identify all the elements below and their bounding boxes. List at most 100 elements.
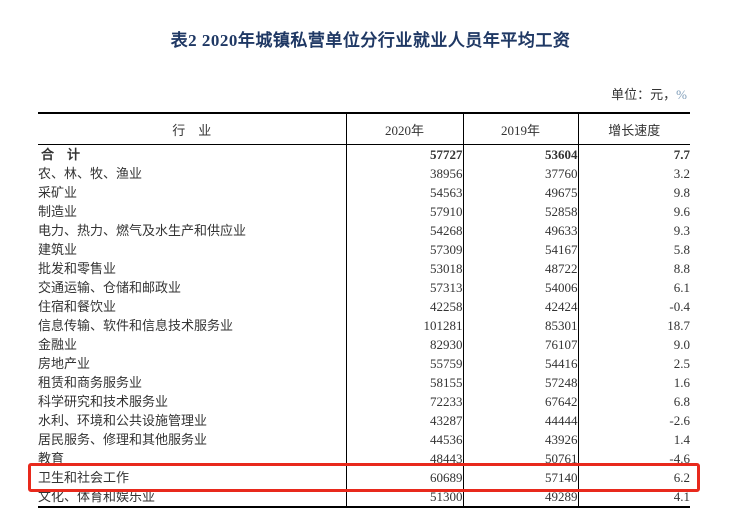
value-2020-cell: 57309	[345, 240, 463, 259]
growth-cell: 9.6	[577, 202, 690, 221]
column-header-2020: 2020年	[345, 113, 463, 145]
growth-cell: 6.2	[577, 468, 690, 487]
growth-cell: -0.4	[577, 297, 690, 316]
growth-cell: 3.2	[577, 164, 690, 183]
growth-cell: 6.1	[577, 278, 690, 297]
value-2019-cell: 42424	[462, 297, 578, 316]
industry-cell: 住宿和餐饮业	[38, 299, 117, 314]
value-2019-cell: 49675	[462, 183, 578, 202]
value-2019-cell: 52858	[462, 202, 578, 221]
growth-cell: 4.1	[577, 487, 690, 507]
value-2020-cell: 72233	[345, 392, 463, 411]
value-2019-cell: 43926	[462, 430, 578, 449]
table-row: 卫生和社会工作 60689 57140 6.2	[38, 468, 690, 487]
table-row: 农、林、牧、渔业 38956 37760 3.2	[38, 164, 690, 183]
value-2020-cell: 53018	[345, 259, 463, 278]
value-2020-cell: 57910	[345, 202, 463, 221]
value-2019-cell: 48722	[462, 259, 578, 278]
value-2020-cell: 58155	[345, 373, 463, 392]
industry-cell: 水利、环境和公共设施管理业	[38, 413, 208, 428]
table-row: 科学研究和技术服务业 72233 67642 6.8	[38, 392, 690, 411]
growth-cell: 18.7	[577, 316, 690, 335]
value-2020-cell: 44536	[345, 430, 463, 449]
table-row: 租赁和商务服务业 58155 57248 1.6	[38, 373, 690, 392]
table-row: 电力、热力、燃气及水生产和供应业 54268 49633 9.3	[38, 221, 690, 240]
industry-cell: 居民服务、修理和其他服务业	[38, 432, 208, 447]
value-2019-cell: 67642	[462, 392, 578, 411]
value-2020-cell: 60689	[345, 468, 463, 487]
table-row: 文化、体育和娱乐业 51300 49289 4.1	[38, 487, 690, 507]
industry-cell: 采矿业	[38, 185, 78, 200]
growth-cell: 6.8	[577, 392, 690, 411]
industry-cell: 建筑业	[38, 242, 78, 257]
value-2019-cell: 49633	[462, 221, 578, 240]
value-2019-cell: 44444	[462, 411, 578, 430]
industry-cell: 租赁和商务服务业	[38, 375, 143, 390]
table-row: 金融业 82930 76107 9.0	[38, 335, 690, 354]
industry-cell: 批发和零售业	[38, 261, 117, 276]
growth-cell: 1.6	[577, 373, 690, 392]
table-row: 合 计 57727 53604 7.7	[38, 144, 690, 164]
table-row: 水利、环境和公共设施管理业 43287 44444 -2.6	[38, 411, 690, 430]
table-row: 批发和零售业 53018 48722 8.8	[38, 259, 690, 278]
growth-cell: 1.4	[577, 430, 690, 449]
table-row: 居民服务、修理和其他服务业 44536 43926 1.4	[38, 430, 690, 449]
value-2019-cell: 57140	[462, 468, 578, 487]
value-2020-cell: 51300	[345, 487, 463, 507]
growth-cell: 8.8	[577, 259, 690, 278]
value-2020-cell: 55759	[345, 354, 463, 373]
table-row: 建筑业 57309 54167 5.8	[38, 240, 690, 259]
value-2019-cell: 49289	[462, 487, 578, 507]
value-2020-cell: 48443	[345, 449, 463, 468]
value-2019-cell: 54006	[462, 278, 578, 297]
value-2019-cell: 57248	[462, 373, 578, 392]
value-2020-cell: 54268	[345, 221, 463, 240]
industry-cell: 文化、体育和娱乐业	[38, 489, 156, 504]
table-row: 教育 48443 50761 -4.6	[38, 449, 690, 468]
value-2019-cell: 54167	[462, 240, 578, 259]
growth-cell: 9.3	[577, 221, 690, 240]
industry-cell: 教育	[38, 451, 65, 466]
value-2019-cell: 50761	[462, 449, 578, 468]
column-header-industry: 行 业	[38, 113, 346, 145]
value-2020-cell: 42258	[345, 297, 463, 316]
industry-cell: 电力、热力、燃气及水生产和供应业	[38, 223, 247, 238]
industry-cell: 交通运输、仓储和邮政业	[38, 280, 182, 295]
value-2019-cell: 85301	[462, 316, 578, 335]
growth-cell: -2.6	[577, 411, 690, 430]
wage-table: 行 业 2020年 2019年 增长速度 合 计 57727 53604 7.7…	[38, 112, 690, 508]
growth-cell: 7.7	[577, 144, 690, 164]
value-2020-cell: 57727	[345, 144, 463, 164]
table-row: 信息传输、软件和信息技术服务业 101281 85301 18.7	[38, 316, 690, 335]
growth-cell: 9.8	[577, 183, 690, 202]
table-row: 交通运输、仓储和邮政业 57313 54006 6.1	[38, 278, 690, 297]
table-row: 房地产业 55759 54416 2.5	[38, 354, 690, 373]
unit-label: 单位：元，%	[611, 84, 687, 103]
value-2020-cell: 43287	[345, 411, 463, 430]
unit-label-percent: %	[676, 87, 687, 102]
column-header-2019: 2019年	[462, 113, 578, 145]
value-2019-cell: 37760	[462, 164, 578, 183]
unit-label-prefix: 单位：元，	[611, 87, 677, 102]
industry-cell: 信息传输、软件和信息技术服务业	[38, 318, 234, 333]
growth-cell: 9.0	[577, 335, 690, 354]
industry-cell: 合 计	[41, 147, 81, 162]
value-2019-cell: 54416	[462, 354, 578, 373]
value-2020-cell: 57313	[345, 278, 463, 297]
growth-cell: -4.6	[577, 449, 690, 468]
industry-cell: 农、林、牧、渔业	[38, 166, 143, 181]
value-2020-cell: 38956	[345, 164, 463, 183]
value-2019-cell: 53604	[462, 144, 578, 164]
header-row: 行 业 2020年 2019年 增长速度	[38, 113, 690, 145]
value-2020-cell: 54563	[345, 183, 463, 202]
industry-cell: 科学研究和技术服务业	[38, 394, 169, 409]
table-row: 采矿业 54563 49675 9.8	[38, 183, 690, 202]
growth-cell: 5.8	[577, 240, 690, 259]
growth-cell: 2.5	[577, 354, 690, 373]
industry-cell: 卫生和社会工作	[38, 470, 130, 485]
page-title: 表2 2020年城镇私营单位分行业就业人员年平均工资	[170, 31, 571, 50]
table-row: 制造业 57910 52858 9.6	[38, 202, 690, 221]
value-2020-cell: 101281	[345, 316, 463, 335]
value-2019-cell: 76107	[462, 335, 578, 354]
